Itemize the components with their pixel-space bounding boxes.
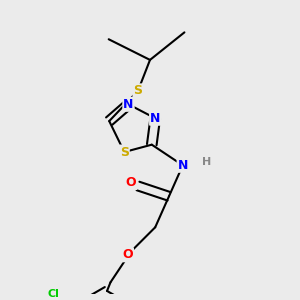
Text: N: N bbox=[123, 98, 134, 111]
Text: S: S bbox=[134, 84, 142, 98]
Text: O: O bbox=[126, 176, 136, 189]
Text: N: N bbox=[178, 159, 188, 172]
Text: Cl: Cl bbox=[48, 289, 60, 298]
Text: S: S bbox=[120, 146, 129, 158]
Text: H: H bbox=[202, 157, 212, 167]
Text: O: O bbox=[122, 248, 133, 261]
Text: N: N bbox=[150, 112, 160, 125]
